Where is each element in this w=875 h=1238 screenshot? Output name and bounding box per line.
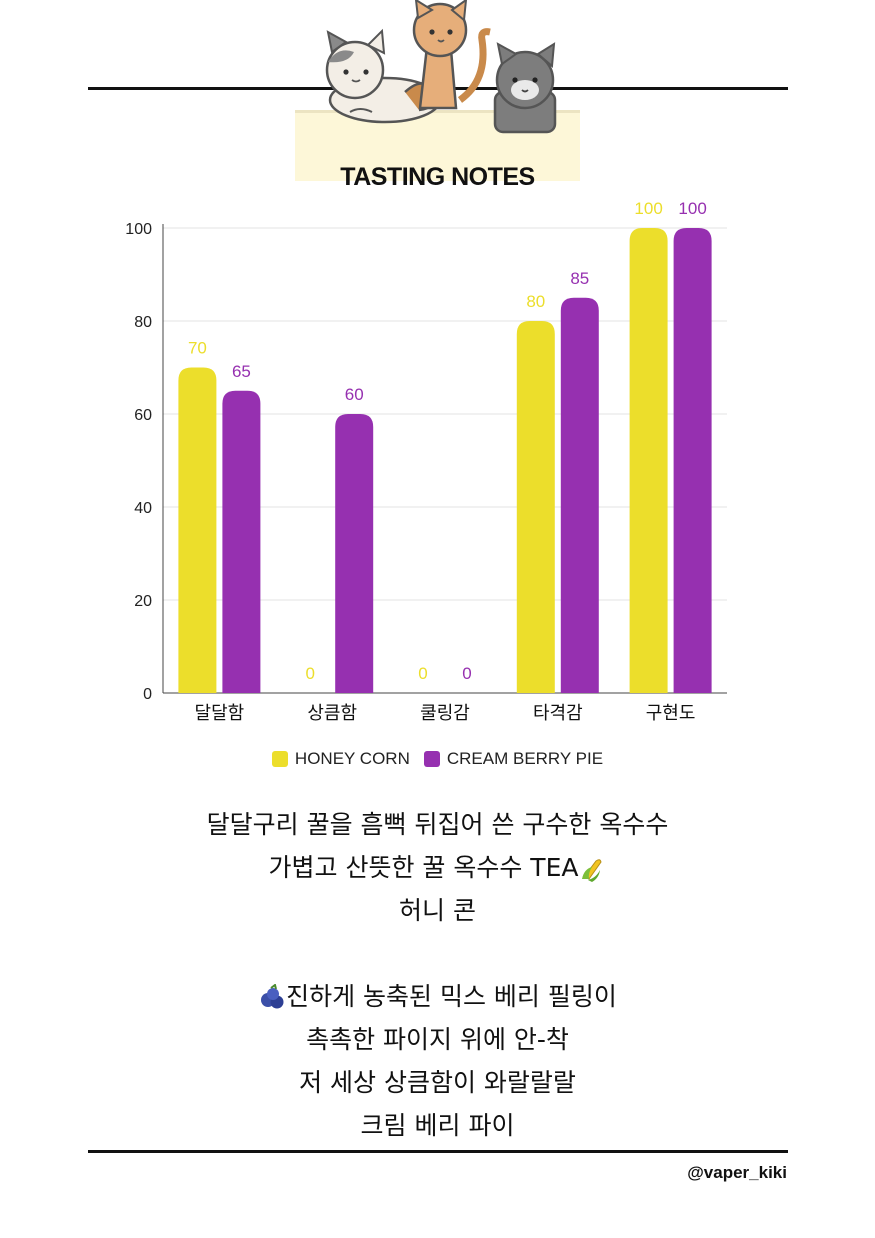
chart-legend: HONEY CORN CREAM BERRY PIE [0,749,875,769]
data-label: 0 [418,664,427,683]
bar-honey-corn [629,228,668,693]
data-label: 100 [678,199,706,218]
y-tick-label: 20 [134,593,152,610]
data-label: 60 [345,385,364,404]
y-tick-label: 40 [134,500,152,517]
description-line: 저 세상 상큼함이 와랄랄랄 [0,1061,875,1104]
gray-cat-icon [493,42,557,134]
legend-label: HONEY CORN [294,749,410,768]
author-handle: @vaper_kiki [687,1163,787,1182]
description-line: 크림 베리 파이 [0,1104,875,1147]
y-tick-label: 100 [125,221,152,238]
x-tick-label: 달달함 [195,703,245,724]
bar-cream-berry-pie [673,228,712,693]
blueberry-icon [261,984,284,1009]
description-line-text: 허니 콘 [399,896,476,925]
data-label: 100 [634,199,662,218]
description-line-text: 달달구리 꿀을 흠뻑 뒤집어 쓴 구수한 옥수수 [206,810,669,839]
legend-item: HONEY CORN [271,749,410,769]
chart-title: TASTING NOTES [340,163,535,191]
description-line-text: 저 세상 상큼함이 와랄랄랄 [299,1068,576,1097]
description-line: 가볍고 산뜻한 꿀 옥수수 TEA [0,846,875,889]
description-line: 촉촉한 파이지 위에 안-착 [0,1018,875,1061]
data-label: 0 [305,664,314,683]
legend-swatch [423,751,440,767]
bottom-divider [88,1150,788,1153]
description-line: 허니 콘 [0,889,875,932]
legend-swatch [271,751,288,767]
bar-chart: 0 20 40 60 80 100 달달함 70 65 상큼함 0 60 쿨링감 0 0 타격감 80 85 구현도… [125,199,727,724]
orange-cat-icon [412,0,491,110]
x-tick-label: 상큼함 [307,703,357,724]
description-line: 진하게 농축된 믹스 베리 필링이 [0,975,875,1018]
data-label: 85 [570,269,589,288]
x-tick-label: 타격감 [533,703,583,724]
data-label: 70 [188,339,207,358]
bar-honey-corn [178,367,217,693]
data-label: 65 [232,362,251,381]
corn-icon [582,859,603,882]
y-tick-label: 80 [134,314,152,331]
description-line-text: 가볍고 산뜻한 꿀 옥수수 TEA [268,853,579,882]
description-line-text: 진하게 농축된 믹스 베리 필링이 [286,982,617,1011]
data-label: 80 [526,292,545,311]
description-line [0,932,875,975]
bar-cream-berry-pie [222,390,261,693]
description-line: 달달구리 꿀을 흠뻑 뒤집어 쓴 구수한 옥수수 [0,803,875,846]
x-tick-label: 구현도 [646,703,696,724]
bar-cream-berry-pie [560,297,599,693]
description-line-text: 크림 베리 파이 [360,1111,515,1140]
bar-honey-corn [516,321,555,693]
legend-label: CREAM BERRY PIE [446,749,604,768]
calico-cat-icon [325,28,442,124]
legend-item: CREAM BERRY PIE [423,749,604,769]
x-tick-label: 쿨링감 [420,703,470,724]
description-line-text: 촉촉한 파이지 위에 안-착 [306,1025,569,1054]
y-tick-label: 60 [134,407,152,424]
data-label: 0 [462,664,471,683]
bar-cream-berry-pie [335,414,374,693]
three-cats-illustration [325,0,557,134]
y-tick-label: 0 [143,686,152,703]
